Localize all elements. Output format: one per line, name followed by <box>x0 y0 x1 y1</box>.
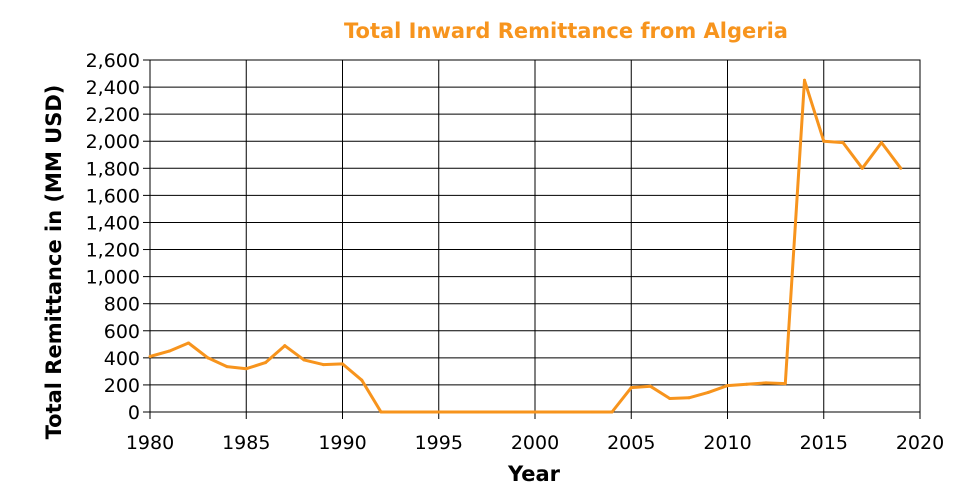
y-tick-label: 1,200 <box>86 240 140 262</box>
data-point <box>148 354 152 358</box>
y-tick-label: 800 <box>104 294 140 316</box>
data-point <box>841 141 845 145</box>
data-point <box>822 139 826 143</box>
data-point <box>341 362 344 366</box>
data-point <box>225 365 229 369</box>
x-axis-ticks: 1980 1985 1990 1995 2000 2005 2010 2015 2020 <box>126 412 944 454</box>
y-tick-label: 1,800 <box>86 158 140 180</box>
data-point <box>610 410 614 414</box>
data-point <box>764 381 768 385</box>
x-tick-label: 2010 <box>703 432 751 454</box>
x-tick-label: 1995 <box>415 432 463 454</box>
x-axis-title: Year <box>507 462 561 486</box>
data-point <box>572 410 575 414</box>
y-tick-label: 2,600 <box>86 50 140 72</box>
data-point <box>514 410 518 414</box>
x-tick-label: 2020 <box>896 432 944 454</box>
data-point <box>206 356 210 360</box>
data-point <box>495 410 498 414</box>
data-point <box>244 367 248 371</box>
data-point <box>533 410 537 414</box>
data-point <box>552 410 556 414</box>
data-point <box>360 378 364 382</box>
data-point <box>283 344 287 348</box>
series-line <box>149 78 902 414</box>
y-tick-label: 400 <box>104 348 140 370</box>
data-point <box>475 410 479 414</box>
x-tick-label: 1990 <box>318 432 366 454</box>
data-point <box>418 410 421 414</box>
y-tick-label: 1,600 <box>86 185 140 207</box>
x-tick-label: 2000 <box>511 432 559 454</box>
y-tick-label: 1,000 <box>86 267 140 289</box>
x-tick-label: 1980 <box>126 432 174 454</box>
data-point <box>783 382 787 386</box>
y-axis-title: Total Remittance in (MM USD) <box>42 85 66 440</box>
data-point <box>706 390 710 394</box>
data-point <box>591 410 595 414</box>
data-point <box>668 396 672 400</box>
data-point <box>398 410 402 414</box>
data-point <box>167 349 171 353</box>
y-tick-label: 2,400 <box>86 77 140 99</box>
data-point <box>302 358 306 362</box>
y-tick-label: 200 <box>104 375 140 397</box>
grid <box>149 59 921 413</box>
data-point <box>803 78 806 82</box>
data-point <box>649 384 652 388</box>
data-point <box>726 384 729 388</box>
data-point <box>321 363 325 367</box>
data-point <box>187 341 190 345</box>
y-tick-label: 2,000 <box>86 131 140 153</box>
data-point <box>379 410 383 414</box>
series-group <box>148 78 903 414</box>
x-tick-label: 1985 <box>222 432 270 454</box>
data-point <box>264 361 267 365</box>
data-point <box>456 410 460 414</box>
chart-title: Total Inward Remittance from Algeria <box>344 19 788 43</box>
x-tick-label: 2015 <box>800 432 848 454</box>
data-point <box>860 166 864 170</box>
y-tick-label: 1,400 <box>86 212 140 234</box>
y-tick-label: 2,200 <box>86 104 140 126</box>
y-tick-label: 600 <box>104 321 140 343</box>
x-tick-label: 2005 <box>607 432 655 454</box>
data-point <box>687 396 691 400</box>
data-point <box>899 166 903 170</box>
data-point <box>880 141 883 145</box>
data-point <box>629 386 633 390</box>
y-axis-ticks: 0 200 400 600 800 1,000 1,200 1,400 1,600 1,800 2,… <box>86 50 150 424</box>
y-tick-label: 0 <box>128 402 140 424</box>
data-point <box>437 410 441 414</box>
data-point <box>745 382 749 386</box>
